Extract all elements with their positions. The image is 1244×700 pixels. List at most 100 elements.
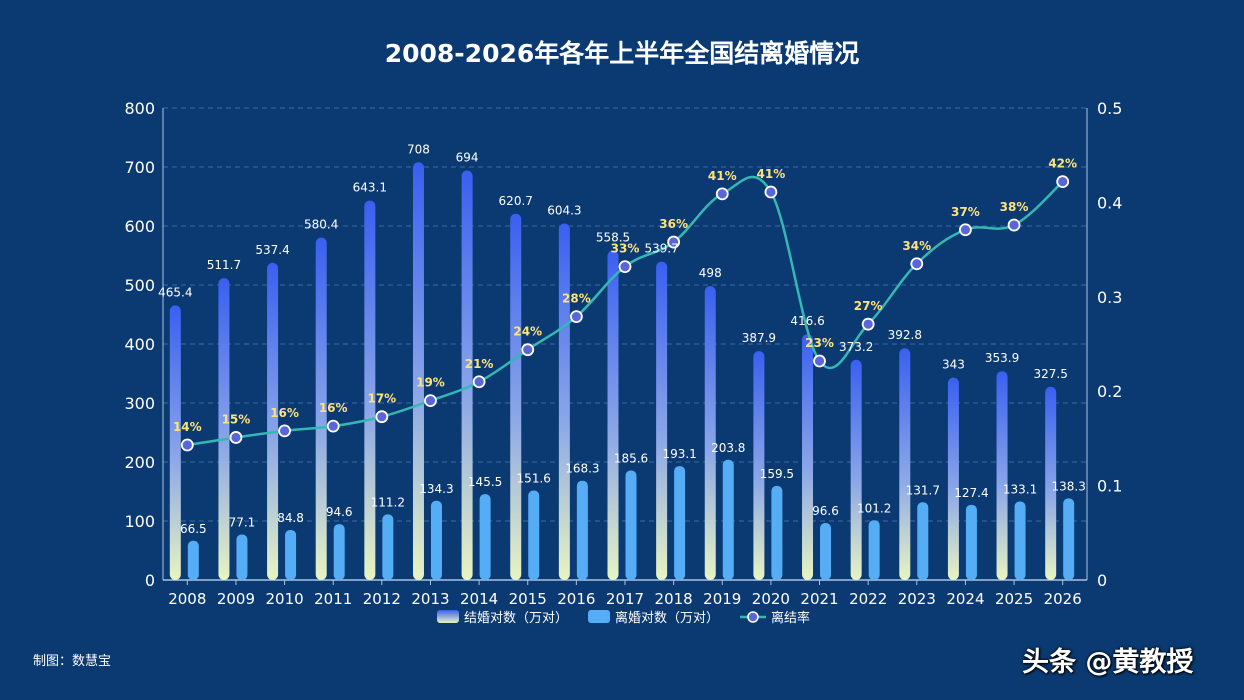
x-tick-label: 2025	[995, 590, 1033, 608]
marriage-bar	[607, 250, 619, 581]
x-tick-label: 2023	[898, 590, 936, 608]
divorce-value-label: 111.2	[371, 495, 405, 509]
rate-marker	[521, 343, 535, 357]
rate-value-label: 33%	[611, 242, 640, 256]
rate-value-label: 19%	[416, 376, 445, 390]
rate-value-label: 34%	[902, 239, 931, 253]
legend-marriage-label: 结婚对数（万对）	[464, 611, 568, 626]
rate-value-label: 42%	[1048, 157, 1077, 171]
marriage-bar	[315, 237, 327, 580]
marriage-value-label: 558.5	[596, 230, 630, 244]
divorce-bar	[625, 470, 637, 580]
marriage-bar	[704, 286, 716, 580]
divorce-value-label: 84.8	[277, 511, 304, 525]
rate-value-label: 37%	[951, 205, 980, 219]
divorce-value-label: 185.6	[614, 451, 648, 465]
credit-text: 制图：数慧宝	[33, 654, 112, 669]
marriage-bar	[267, 262, 279, 580]
y-right-tick-label: 0.3	[1097, 288, 1122, 307]
rate-value-label: 28%	[562, 292, 591, 306]
y-left-tick-label: 400	[124, 335, 155, 354]
divorce-bar	[1063, 498, 1075, 580]
divorce-value-label: 96.6	[812, 504, 839, 518]
divorce-bar	[917, 502, 929, 580]
rate-value-label: 16%	[319, 401, 348, 415]
x-tick-label: 2011	[314, 590, 352, 608]
divorce-value-label: 159.5	[760, 467, 794, 481]
divorce-bar	[528, 490, 540, 580]
divorce-bar	[576, 480, 588, 580]
divorce-bar	[382, 514, 394, 580]
x-tick-label: 2020	[752, 590, 790, 608]
marriage-bar	[169, 305, 181, 580]
divorce-bar	[820, 523, 832, 580]
chart-title: 2008-2026年各年上半年全国结离婚情况	[384, 39, 860, 68]
x-tick-label: 2010	[265, 590, 303, 608]
divorce-bar	[479, 494, 491, 580]
marriage-value-label: 643.1	[353, 181, 387, 195]
marriage-value-label: 539.7	[644, 242, 678, 256]
marriage-value-label: 511.7	[207, 258, 241, 272]
marriage-bar	[1045, 386, 1057, 580]
marriage-value-label: 343	[942, 358, 965, 372]
y-left-tick-label: 800	[124, 99, 155, 118]
divorce-value-label: 168.3	[565, 462, 599, 476]
y-right-tick-label: 0.5	[1097, 99, 1122, 118]
divorce-value-label: 203.8	[711, 441, 745, 455]
rate-marker	[180, 438, 194, 452]
marriage-value-label: 620.7	[499, 194, 533, 208]
y-right-tick-label: 0	[1097, 571, 1107, 590]
x-tick-label: 2012	[363, 590, 401, 608]
rate-marker	[618, 260, 632, 273]
marriage-bar	[558, 223, 570, 580]
rate-marker	[861, 317, 875, 331]
divorce-value-label: 77.1	[229, 516, 256, 530]
y-left-tick-label: 300	[124, 394, 155, 413]
rate-line	[180, 175, 1070, 452]
rate-marker	[764, 185, 778, 199]
legend: 结婚对数（万对） 离婚对数（万对） 离结率	[437, 610, 810, 626]
divorce-bar	[187, 540, 199, 580]
divorce-value-label: 133.1	[1003, 482, 1037, 496]
x-tick-label: 2014	[460, 590, 498, 608]
divorce-value-label: 66.5	[180, 522, 207, 536]
data-labels: 465.4 66.5 511.7 77.1 537.4 84.8 580.4 94.6 643.…	[158, 142, 1086, 535]
divorce-bar	[771, 485, 783, 580]
rate-value-label: 24%	[513, 325, 542, 339]
marriage-value-label: 498	[699, 266, 722, 280]
rate-value-label: 14%	[173, 420, 202, 434]
rate-marker	[472, 375, 486, 389]
rate-value-label: 41%	[757, 167, 786, 181]
marriage-value-label: 373.2	[839, 340, 873, 354]
y-left-tick-label: 0	[145, 571, 155, 590]
x-tick-label: 2013	[411, 590, 449, 608]
legend-rate-marker	[747, 611, 759, 623]
x-tick-label: 2026	[1044, 590, 1082, 608]
divorce-bar	[965, 504, 977, 580]
y-left-tick-label: 600	[124, 217, 155, 236]
divorce-value-label: 145.5	[468, 475, 502, 489]
x-tick-label: 2018	[655, 590, 693, 608]
divorce-value-label: 138.3	[1052, 479, 1086, 493]
marriage-bar	[510, 213, 522, 581]
divorce-value-label: 193.1	[662, 447, 696, 461]
marriage-bar	[996, 371, 1008, 580]
bars	[169, 162, 1075, 581]
rate-marker	[959, 223, 972, 237]
rate-marker	[1056, 175, 1070, 189]
marriage-bar	[364, 200, 376, 581]
rate-marker	[229, 431, 243, 444]
rate-value-label: 23%	[805, 336, 834, 350]
marriage-value-label: 708	[407, 142, 430, 156]
rate-marker	[326, 419, 340, 433]
marriage-bar	[412, 162, 424, 580]
marriage-bar	[947, 377, 959, 580]
x-tick-label: 2021	[800, 590, 838, 608]
divorce-value-label: 127.4	[954, 486, 988, 500]
y-left-tick-label: 500	[124, 276, 155, 295]
rate-marker	[667, 235, 681, 249]
rate-marker	[278, 424, 291, 438]
legend-divorce-label: 离婚对数（万对）	[615, 610, 719, 626]
divorce-value-label: 151.6	[517, 472, 551, 486]
